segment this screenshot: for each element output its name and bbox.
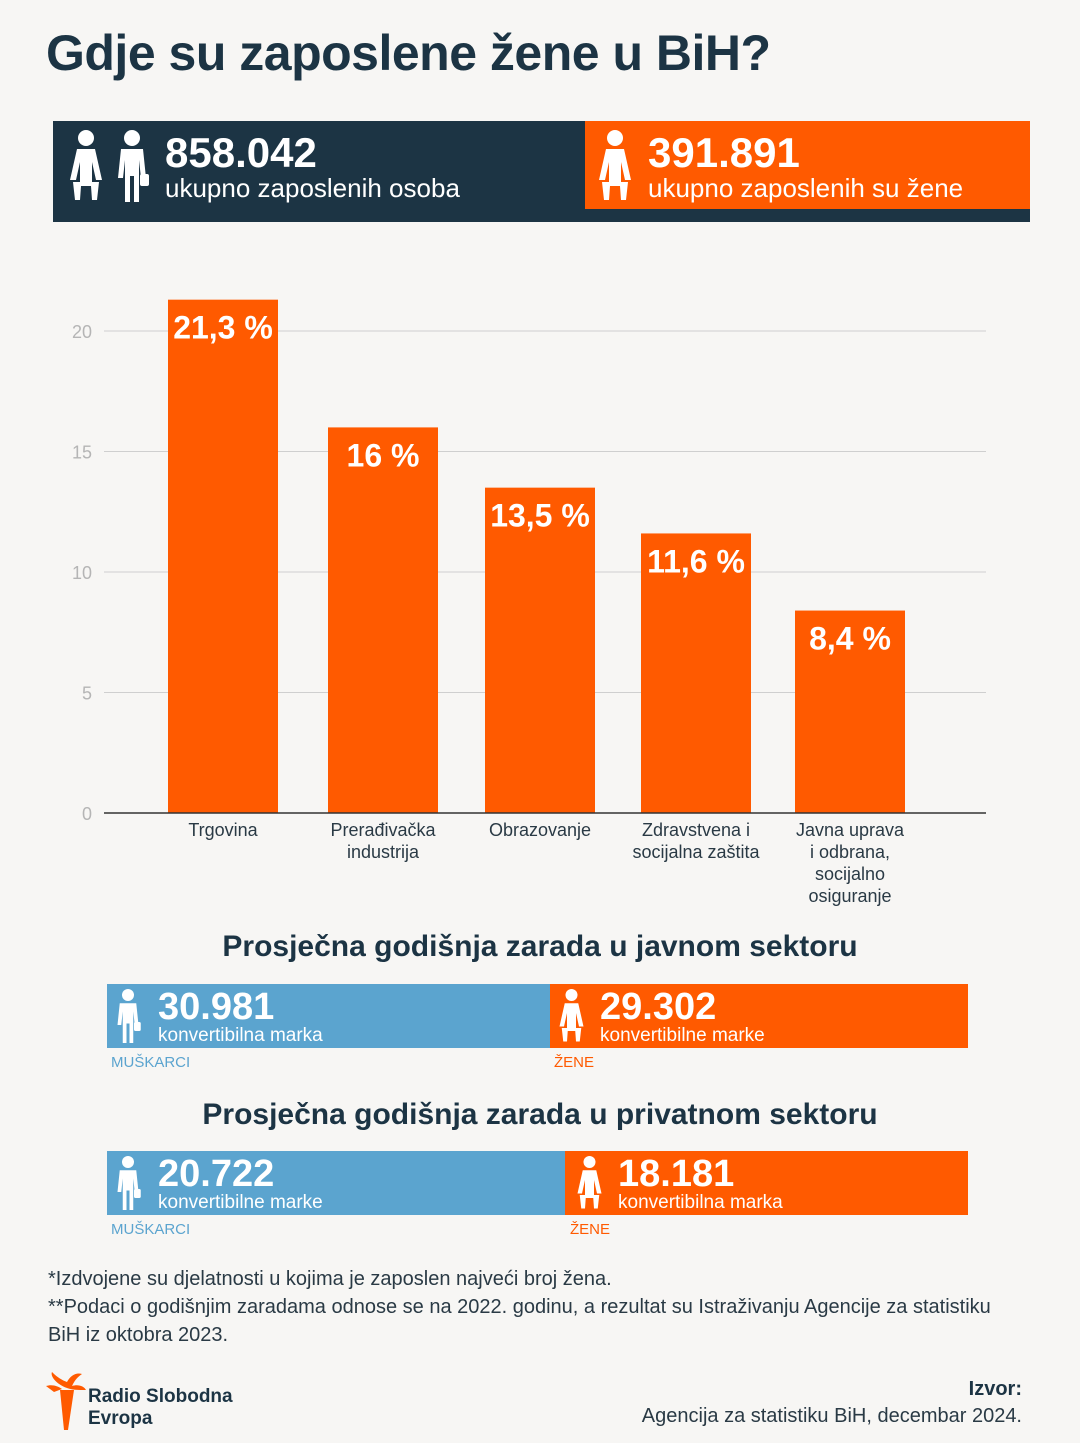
y-tick-label: 20 [72,322,92,342]
bar [485,487,595,813]
y-tick-label: 15 [72,443,92,463]
public-sector-title: Prosječna godišnja zarada u javnom sekto… [222,930,858,963]
private-men-caption: MUŠKARCI [111,1221,191,1238]
total-women-label: ukupno zaposlenih su žene [648,173,964,203]
x-category-label-line: Trgovina [188,820,258,840]
x-category-label-line: Obrazovanje [488,820,592,840]
footnote-2: **Podaci o godišnjim zaradama odnose se … [48,1296,991,1346]
private-women-unit: konvertibilna marka [618,1192,783,1213]
logo-text: Radio Slobodna Evropa [88,1386,233,1430]
logo-line-1: Radio Slobodna [88,1386,233,1407]
bar-value-label: 11,6 % [647,543,745,579]
public-men-caption: MUŠKARCI [111,1054,191,1071]
x-category-label: Prerađivačka industrija [308,819,458,863]
public-women-unit: konvertibilne marke [600,1025,765,1046]
private-men-value: 20.722 [158,1153,275,1195]
total-employed-label: ukupno zaposlenih osoba [165,173,460,203]
footnote-1: *Izdvojene su djelatnosti u kojima je za… [48,1268,612,1290]
total-women-number: 391.891 [648,129,800,176]
x-category-label-line: Prerađivačka [330,820,436,840]
y-tick-label: 5 [82,684,92,704]
private-women-value: 18.181 [618,1153,735,1195]
x-category-label: Javna uprava i odbrana, socijalno osiguranj… [775,819,925,907]
banner-icons [70,130,631,202]
private-sector-title: Prosječna godišnja zarada u privatnom se… [202,1098,878,1131]
private-women-bar [565,1151,968,1215]
bar-chart: 0 5 10 15 20 21,3 % 16 % 13,5 % 11,6 % 8,4 % [72,299,986,824]
woman-icon [599,130,631,200]
x-category-label: Zdravstvena i socijalna zaštita [621,819,771,863]
x-category-label: Obrazovanje [465,819,615,841]
private-women-caption: ŽENE [570,1221,611,1238]
bar-value-label: 8,4 % [809,621,891,657]
bar-value-label: 21,3 % [173,310,273,346]
bar-value-label: 16 % [347,437,420,473]
page-title: Gdje su zaposlene žene u BiH? [46,25,771,81]
x-category-label-line: socijalna zaštita [632,842,760,862]
source-value: Agencija za statistiku BiH, decembar 202… [641,1405,1022,1427]
total-employed-number: 858.042 [165,129,317,176]
x-category-label-line: industrija [346,842,420,862]
public-women-value: 29.302 [600,986,717,1028]
logo-line-2: Evropa [88,1408,153,1429]
woman-icon [70,130,102,200]
x-category-label-line: socijalno [814,864,886,884]
private-men-bar [107,1151,565,1215]
public-men-unit: konvertibilna marka [158,1025,323,1046]
public-women-bar [550,984,968,1048]
bar [168,299,278,813]
x-category-label-line: osiguranje [808,886,892,906]
bar [795,610,905,813]
bar-value-label: 13,5 % [490,498,590,534]
bar [641,533,751,813]
source-label: Izvor: [968,1378,1022,1400]
torch-logo-icon [46,1372,86,1430]
total-women-banner [585,121,1030,209]
x-category-label: Trgovina [148,819,298,841]
x-category-label-line: i odbrana, [809,842,891,862]
public-men-bar [107,984,550,1048]
man-icon [118,130,149,202]
y-tick-label: 10 [72,563,92,583]
x-category-label-line: Javna uprava [795,820,905,840]
public-men-value: 30.981 [158,986,275,1028]
private-men-unit: konvertibilne marke [158,1192,323,1213]
bar [328,427,438,813]
y-tick-label: 0 [82,804,92,824]
x-category-label-line: Zdravstvena i [641,820,751,840]
public-women-caption: ŽENE [554,1054,595,1071]
